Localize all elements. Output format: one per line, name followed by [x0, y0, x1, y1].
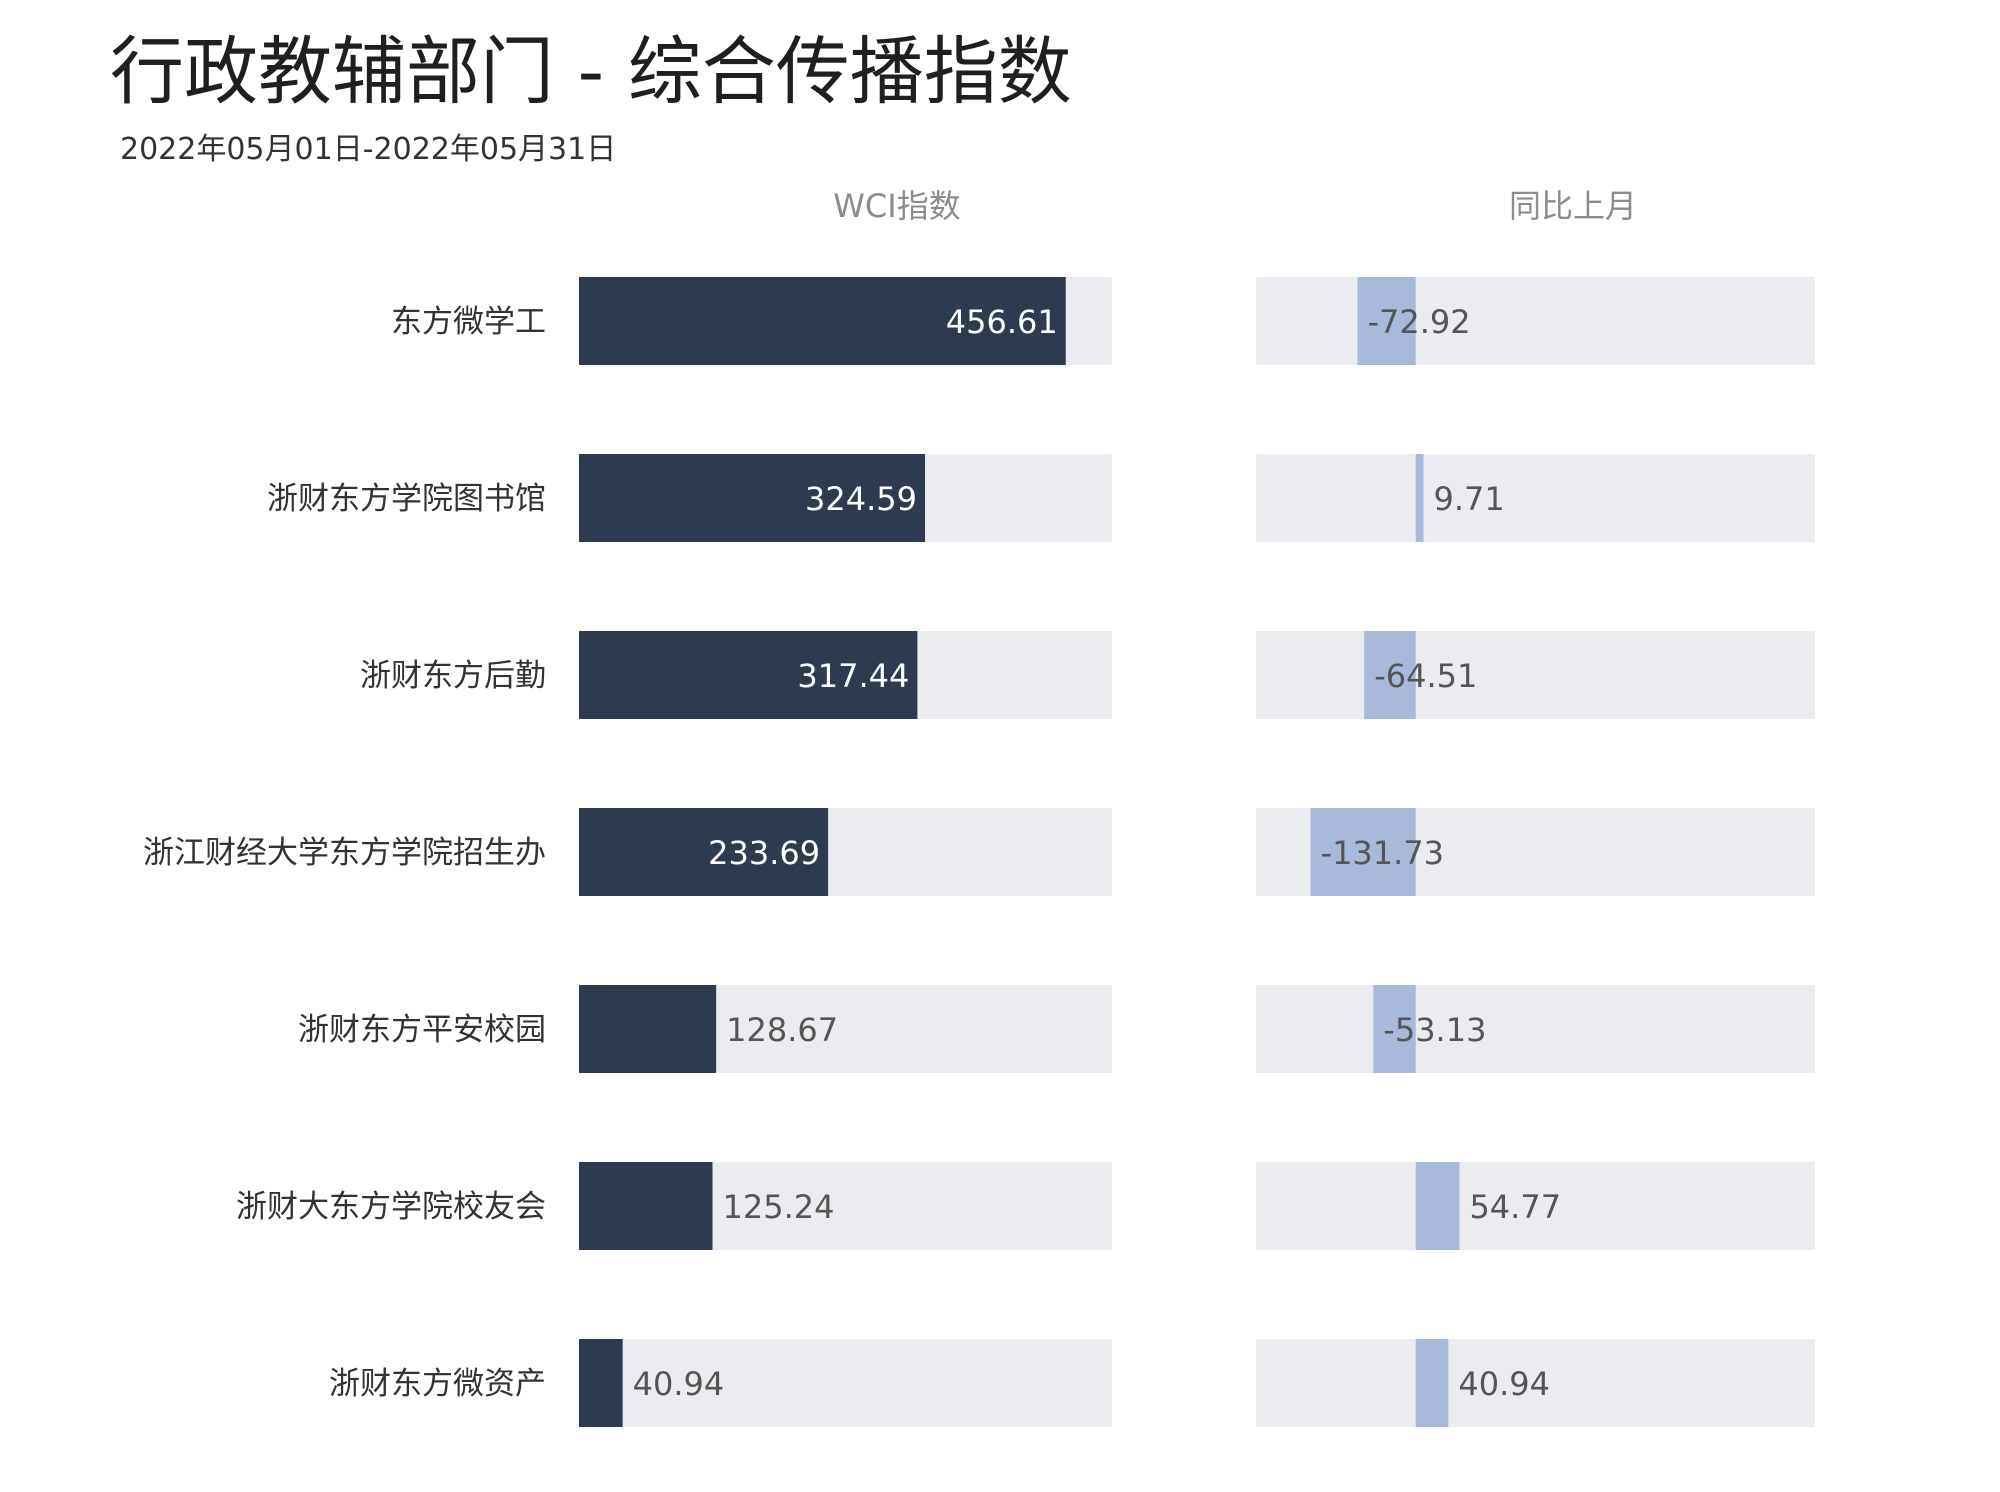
wci-value-label: 128.67 [726, 1011, 838, 1049]
change-value-label: 54.77 [1469, 1188, 1561, 1226]
wci-bar [579, 985, 717, 1073]
category-label: 浙江财经大学东方学院招生办 [143, 835, 546, 871]
column-header-wci: WCI指数 [833, 187, 960, 225]
change-bar [1310, 808, 1416, 896]
wci-bar [579, 454, 926, 542]
change-bar [1357, 277, 1416, 365]
category-label: 浙财大东方学院校友会 [236, 1189, 546, 1225]
change-value-label: -64.51 [1374, 657, 1477, 695]
wci-bar [579, 631, 918, 719]
wci-bar [579, 1162, 713, 1250]
change-bar [1415, 1162, 1460, 1250]
change-bar [1364, 631, 1416, 719]
wci-bar [579, 808, 829, 896]
wci-value-label: 456.61 [946, 303, 1058, 341]
wci-value-label: 40.94 [633, 1365, 725, 1403]
category-label: 浙财东方学院图书馆 [267, 481, 546, 517]
wci-value-label: 125.24 [723, 1188, 835, 1226]
wci-track [579, 1339, 1112, 1427]
category-label: 浙财东方微资产 [329, 1366, 546, 1402]
wci-value-label: 324.59 [805, 480, 917, 518]
chart-rows: 东方微学工 456.61 -72.92 浙财东方学院图书馆 324.59 9.71 浙财东方… [143, 277, 1815, 1427]
change-track [1256, 631, 1815, 719]
change-bar [1415, 454, 1424, 542]
change-track [1256, 1339, 1815, 1427]
change-track [1256, 985, 1815, 1073]
wci-bar [579, 1339, 623, 1427]
category-label: 浙财东方平安校园 [298, 1012, 546, 1048]
change-value-label: 9.71 [1433, 480, 1504, 518]
change-bar [1415, 1339, 1449, 1427]
chart-title: 行政教辅部门 - 综合传播指数 [110, 29, 1072, 115]
category-label: 东方微学工 [391, 304, 546, 340]
change-value-label: 40.94 [1458, 1365, 1550, 1403]
wci-bar [579, 277, 1066, 365]
change-value-label: -72.92 [1367, 303, 1470, 341]
change-track [1256, 1162, 1815, 1250]
change-value-label: -53.13 [1383, 1011, 1486, 1049]
wci-value-label: 233.69 [708, 834, 820, 872]
change-track [1256, 277, 1815, 365]
change-bar [1373, 985, 1416, 1073]
change-value-label: -131.73 [1321, 834, 1445, 872]
column-header-change: 同比上月 [1509, 187, 1637, 225]
change-track [1256, 454, 1815, 542]
wci-value-label: 317.44 [797, 657, 909, 695]
date-range-subtitle: 2022年05月01日-2022年05月31日 [120, 132, 617, 167]
category-label: 浙财东方后勤 [360, 658, 546, 694]
